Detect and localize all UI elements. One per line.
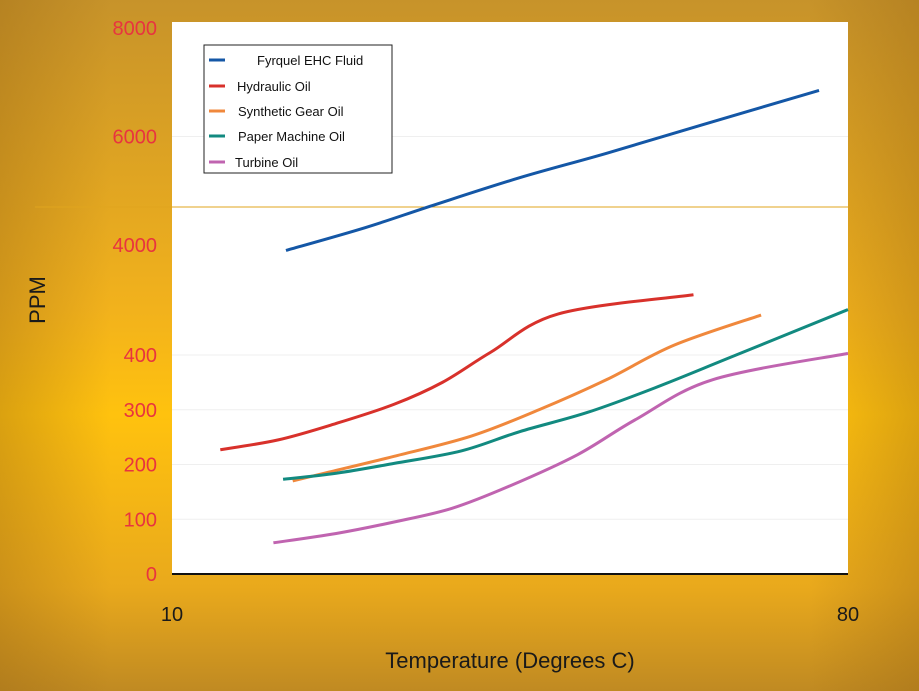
series-line-hydraulic-oil <box>220 293 694 452</box>
legend-box <box>203 44 393 174</box>
y-tick-label: 8000 <box>113 18 158 40</box>
x-tick-label: 10 <box>161 604 183 626</box>
x-tick-label: 80 <box>837 604 859 626</box>
series-line-paper-machine-oil <box>282 308 849 481</box>
y-tick-label: 200 <box>124 455 157 477</box>
y-tick-label: 4000 <box>113 235 158 257</box>
y-tick-label: 0 <box>146 564 157 586</box>
legend-label: Turbine Oil <box>235 155 298 170</box>
legend-label: Hydraulic Oil <box>237 79 311 94</box>
y-tick-labels: 0 100 200 300 400 4000 6000 8000 <box>113 18 158 586</box>
y-axis-label: PPM <box>25 276 50 324</box>
series-line-turbine-oil <box>273 351 849 545</box>
legend-label: Synthetic Gear Oil <box>238 104 344 119</box>
x-tick-labels: 10 80 <box>161 604 859 626</box>
gridlines <box>172 136 848 520</box>
series-lines <box>220 88 849 545</box>
series-line-fyrquel-ehc-fluid <box>285 88 820 252</box>
y-tick-label: 400 <box>124 345 157 367</box>
legend-label: Fyrquel EHC Fluid <box>257 53 363 68</box>
series-line-synthetic-gear-oil <box>292 313 762 483</box>
y-tick-label: 300 <box>124 400 157 422</box>
legend-label: Paper Machine Oil <box>238 129 345 144</box>
y-tick-label: 100 <box>124 509 157 531</box>
x-axis-label: Temperature (Degrees C) <box>385 648 634 673</box>
legend: Fyrquel EHC Fluid Hydraulic Oil Synthetic … <box>203 44 393 174</box>
y-tick-label: 6000 <box>113 127 158 149</box>
